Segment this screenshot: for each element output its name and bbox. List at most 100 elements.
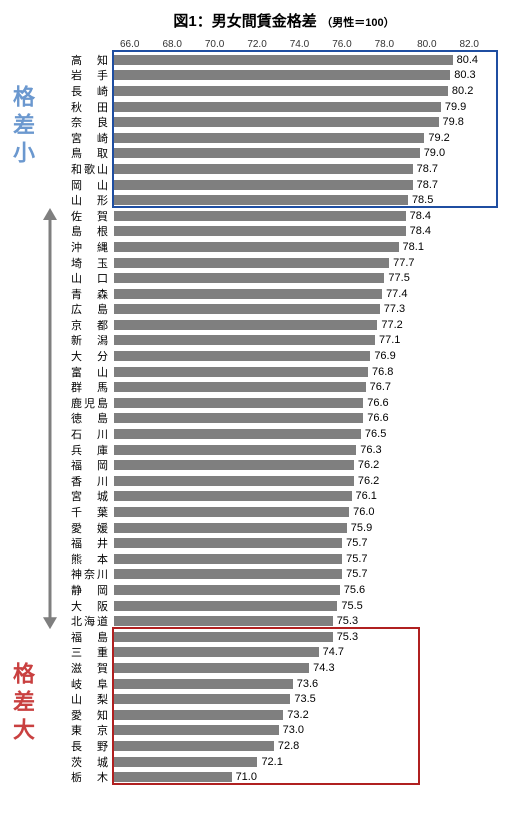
bar-fill: [114, 351, 370, 361]
bar-fill: [114, 647, 319, 657]
bar-value: 77.3: [384, 303, 405, 315]
bar-value: 76.3: [360, 444, 381, 456]
bar-fill: [114, 367, 368, 377]
bar-label: 静 岡: [66, 582, 114, 598]
axis-tick: 68.0: [162, 39, 204, 50]
bar-value: 77.5: [388, 272, 409, 284]
bar-row: 青 森77.4: [66, 286, 502, 302]
bar-row: 群 馬76.7: [66, 379, 502, 395]
bar-row: 北海道75.3: [66, 613, 502, 629]
bar-track: 80.4: [114, 52, 502, 68]
bar-row: 三 重 74.7: [66, 645, 502, 661]
bar-value: 76.2: [358, 459, 379, 471]
bar-track: 75.7: [114, 551, 502, 567]
bar-row: 静 岡75.6: [66, 582, 502, 598]
bar-fill: [114, 523, 347, 533]
bar-value: 74.3: [313, 662, 334, 674]
bar-row: 福 岡 76.2: [66, 457, 502, 473]
bar-label: 愛 知: [66, 707, 114, 723]
bar-value: 77.4: [386, 288, 407, 300]
bar-value: 79.0: [424, 147, 445, 159]
bar-row: 香 川 76.2: [66, 473, 502, 489]
bar-row: 岩 手80.3: [66, 68, 502, 84]
bar-fill: [114, 335, 375, 345]
bar-label: 広 島: [66, 301, 114, 317]
bar-fill: [114, 538, 342, 548]
bar-value: 75.3: [337, 615, 358, 627]
bar-value: 78.1: [403, 241, 424, 253]
bar-label: 香 川: [66, 473, 114, 489]
bar-track: 77.5: [114, 270, 502, 286]
bar-value: 76.6: [367, 397, 388, 409]
axis-tick: 70.0: [205, 39, 247, 50]
bar-row: 福 島75.3: [66, 629, 502, 645]
bar-track: 73.2: [114, 707, 502, 723]
bar-track: 76.2: [114, 457, 502, 473]
bar-fill: [114, 86, 448, 96]
bar-value: 75.7: [346, 537, 367, 549]
bar-track: 76.3: [114, 442, 502, 458]
bar-fill: [114, 679, 293, 689]
axis-tick: 82.0: [460, 39, 502, 50]
bar-fill: [114, 569, 342, 579]
bar-fill: [114, 242, 399, 252]
bar-value: 76.6: [367, 412, 388, 424]
bar-value: 76.2: [358, 475, 379, 487]
bar-value: 76.5: [365, 428, 386, 440]
bar-label: 宮 崎: [66, 130, 114, 146]
bar-row: 富 山76.8: [66, 364, 502, 380]
bar-label: 島 根: [66, 223, 114, 239]
bar-fill: [114, 55, 453, 65]
bar-track: 79.0: [114, 146, 502, 162]
bar-value: 72.8: [278, 740, 299, 752]
bar-track: 76.8: [114, 364, 502, 380]
bar-track: 76.5: [114, 426, 502, 442]
bar-row: 千 葉 76.0: [66, 504, 502, 520]
bar-label: 徳 島: [66, 410, 114, 426]
bar-value: 79.2: [428, 132, 449, 144]
bar-fill: [114, 211, 406, 221]
bar-value: 76.0: [353, 506, 374, 518]
bar-fill: [114, 710, 283, 720]
bar-label: 岡 山: [66, 177, 114, 193]
bar-label: 山 口: [66, 270, 114, 286]
bar-track: 71.0: [114, 769, 502, 785]
bar-value: 80.3: [454, 69, 475, 81]
bar-row: 熊 本75.7: [66, 551, 502, 567]
bar-track: 77.7: [114, 255, 502, 271]
bar-label: 福 岡: [66, 457, 114, 473]
bar-label: 京 都: [66, 317, 114, 333]
bar-fill: [114, 413, 363, 423]
side-double-arrow-icon: [40, 208, 60, 629]
bar-value: 75.7: [346, 568, 367, 580]
side-label-top: 格差小: [6, 85, 38, 169]
chart-title: 図1：男女間賃金格差: [173, 13, 316, 30]
bar-row: 栃 木71.0: [66, 769, 502, 785]
bar-value: 78.7: [417, 179, 438, 191]
bar-fill: [114, 663, 309, 673]
bar-row: 奈 良79.8: [66, 114, 502, 130]
bar-label: 千 葉: [66, 504, 114, 520]
bar-track: 72.8: [114, 738, 502, 754]
bar-label: 群 馬: [66, 379, 114, 395]
bar-track: 78.4: [114, 208, 502, 224]
bar-label: 宮 城: [66, 488, 114, 504]
bar-label: 大 分: [66, 348, 114, 364]
bar-value: 77.1: [379, 334, 400, 346]
bar-label: 佐 賀: [66, 208, 114, 224]
bar-label: 山 梨: [66, 691, 114, 707]
bar-value: 76.8: [372, 366, 393, 378]
bar-value: 75.7: [346, 553, 367, 565]
bar-row: 和歌山78.7: [66, 161, 502, 177]
bar-fill: [114, 741, 274, 751]
bar-label: 三 重: [66, 644, 114, 660]
bar-value: 74.7: [323, 646, 344, 658]
bar-track: 76.9: [114, 348, 502, 364]
bar-track: 74.7: [114, 645, 502, 661]
bar-label: 山 形: [66, 192, 114, 208]
bar-label: 福 井: [66, 535, 114, 551]
bar-label: 新 潟: [66, 332, 114, 348]
bar-track: 75.3: [114, 613, 502, 629]
bar-fill: [114, 289, 382, 299]
bar-row: 滋 賀74.3: [66, 660, 502, 676]
